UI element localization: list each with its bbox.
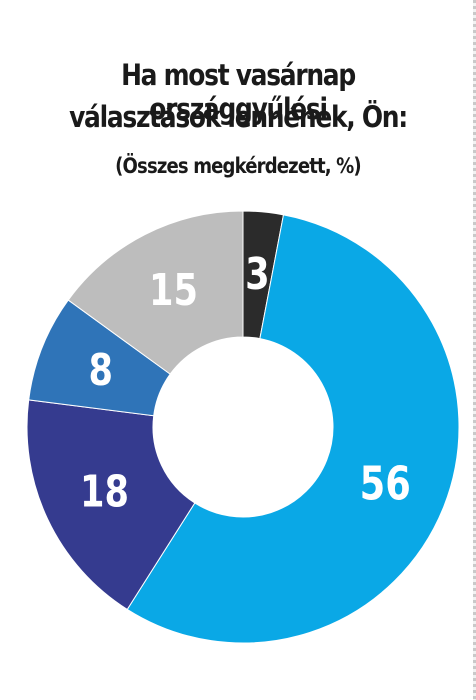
slice-value-label-1: 56	[360, 456, 411, 510]
chart-title-line-2: választások lennének, Ön:	[69, 100, 408, 134]
slice-value-label-3: 8	[89, 345, 113, 396]
chart-title-line-1: Ha most vasárnap országgyűlési	[121, 58, 356, 126]
donut-slice-4	[67, 210, 244, 375]
donut-slice-2	[26, 399, 196, 611]
page-edge-decoration	[473, 0, 476, 700]
chart-subtitle: (Összes megkérdezett, %)	[115, 154, 362, 178]
donut-slice-1	[126, 214, 460, 644]
slice-value-label-2: 18	[80, 467, 129, 518]
slice-value-label-0: 3	[245, 249, 269, 300]
slice-value-label-4: 15	[149, 265, 198, 316]
